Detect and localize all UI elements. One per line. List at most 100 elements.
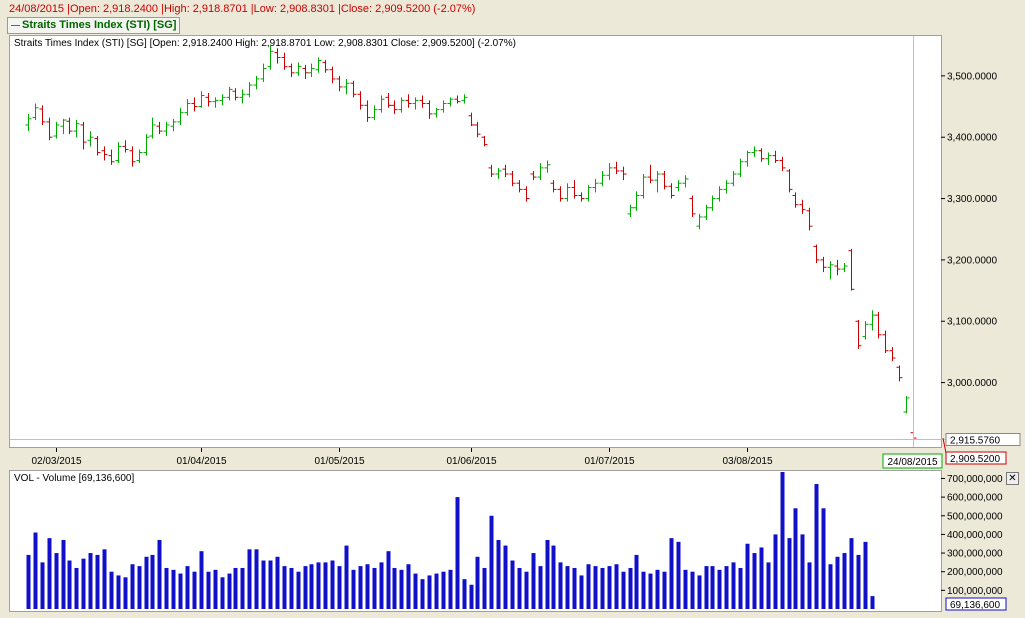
volume-bar: [26, 554, 31, 609]
ohlc-bar: [855, 320, 862, 349]
volume-bar: [863, 541, 868, 609]
ohlc-bar: [834, 259, 841, 276]
ohlc-bar: [564, 183, 571, 202]
volume-bar: [531, 553, 536, 609]
volume-bar: [178, 573, 183, 609]
ohlc-info-line: 24/08/2015 |Open: 2,918.2400 |High: 2,91…: [9, 3, 476, 15]
volume-bar: [731, 562, 736, 609]
volume-bar: [247, 549, 252, 609]
volume-bar: [33, 532, 38, 609]
ohlc-bar: [136, 149, 143, 163]
volume-y-tick-label: 400,000,000: [947, 530, 1003, 541]
ohlc-bar: [239, 89, 246, 104]
date-tick-label: 01/04/2015: [176, 456, 226, 467]
volume-bar: [351, 569, 356, 609]
ohlc-bar: [440, 100, 447, 113]
ohlc-bar: [709, 195, 716, 211]
ohlc-bar: [862, 321, 869, 340]
volume-bar: [413, 573, 418, 609]
volume-bar: [828, 564, 833, 609]
ohlc-bar: [232, 88, 239, 101]
ohlc-bar: [253, 75, 260, 90]
volume-bar: [157, 540, 162, 609]
ohlc-bar: [786, 169, 793, 193]
volume-bar: [738, 567, 743, 609]
ohlc-bar: [827, 261, 834, 280]
ohlc-bar: [689, 195, 696, 217]
volume-y-tick-label: 700,000,000: [947, 474, 1003, 485]
ohlc-bar: [523, 186, 530, 202]
volume-bar: [296, 571, 301, 609]
volume-bar: [814, 484, 819, 609]
volume-bar: [724, 566, 729, 609]
ohlc-bar: [122, 140, 129, 153]
volume-bar: [95, 554, 100, 609]
ohlc-bar: [751, 146, 758, 157]
volume-bar: [206, 571, 211, 609]
volume-bar: [773, 534, 778, 609]
volume-bar: [621, 571, 626, 609]
volume-bar: [240, 567, 245, 609]
ohlc-bar: [668, 183, 675, 199]
volume-y-tick-label: 100,000,000: [947, 586, 1003, 597]
close-volume-panel-button[interactable]: ✕: [1006, 472, 1019, 485]
ohlc-bar: [896, 365, 903, 382]
ohlc-bar: [32, 103, 39, 121]
ohlc-bar: [184, 99, 191, 116]
volume-bar: [690, 571, 695, 609]
volume-bar: [137, 566, 142, 609]
volume-bar: [275, 556, 280, 609]
ohlc-bar: [882, 330, 889, 354]
volume-bar: [116, 575, 121, 609]
ohlc-bar: [744, 150, 751, 167]
ohlc-bar: [737, 158, 744, 178]
last-date-box: [882, 453, 943, 469]
last-volume-label: 69,136,600: [950, 600, 1000, 611]
volume-bar: [254, 549, 259, 609]
volume-bar: [344, 545, 349, 609]
volume-bar: [303, 566, 308, 609]
ohlc-bar: [627, 204, 634, 217]
volume-bar: [870, 596, 875, 609]
price-panel[interactable]: [9, 35, 942, 448]
ohlc-bar: [170, 118, 177, 132]
volume-bar: [717, 569, 722, 609]
ohlc-bar: [281, 52, 288, 70]
ohlc-bar: [481, 135, 488, 147]
date-tick-label: 03/08/2015: [722, 456, 772, 467]
ohlc-bar: [108, 149, 115, 165]
volume-bar: [614, 564, 619, 609]
volume-bar: [489, 515, 494, 609]
ohlc-bar: [613, 161, 620, 175]
volume-bar: [524, 571, 529, 609]
ohlc-bar: [606, 162, 613, 181]
volume-bar: [379, 562, 384, 609]
series-legend-label: Straits Times Index (STI) [SG]: [22, 19, 177, 31]
ohlc-bar: [509, 170, 516, 187]
price-chart-title: Straits Times Index (STI) [SG] [Open: 2,…: [14, 38, 516, 49]
volume-bar: [565, 566, 570, 609]
ohlc-bar: [101, 146, 108, 161]
ohlc-bar: [315, 57, 322, 73]
volume-bar: [289, 567, 294, 609]
ohlc-bar: [357, 91, 364, 110]
ohlc-bar: [378, 95, 385, 113]
volume-bar: [420, 579, 425, 609]
series-legend-button[interactable]: Straits Times Index (STI) [SG]: [7, 17, 181, 34]
volume-bar: [123, 577, 128, 609]
ohlc-bar: [723, 180, 730, 194]
ohlc-bar: [647, 164, 654, 184]
ohlc-bar: [654, 170, 661, 193]
volume-bar: [662, 571, 667, 609]
date-tick-label: 01/05/2015: [314, 456, 364, 467]
ohlc-bar: [60, 118, 67, 135]
price-y-tick-label: 3,100.0000: [947, 317, 997, 328]
volume-bar: [74, 567, 79, 609]
ohlc-bar: [343, 78, 350, 95]
volume-bar: [427, 575, 432, 609]
ohlc-bar: [53, 121, 60, 139]
volume-bar: [213, 569, 218, 609]
volume-bar: [392, 567, 397, 609]
price-ohlc-bars: [25, 45, 917, 439]
